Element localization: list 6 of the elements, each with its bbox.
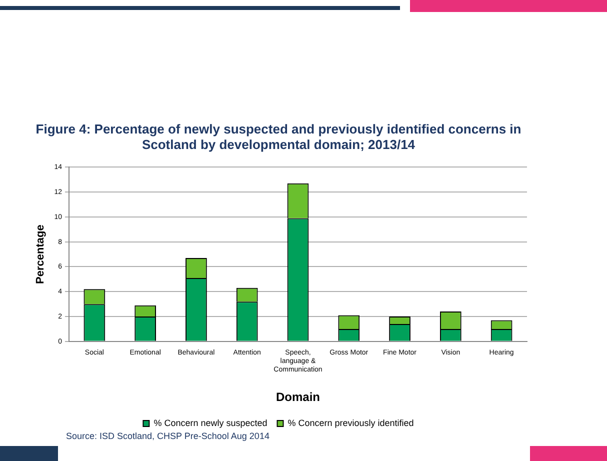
legend-label: % Concern previously identified (288, 418, 414, 428)
x-axis-title: Domain (276, 390, 320, 404)
source-note: Source: ISD Scotland, CHSP Pre-School Aug 2014 (66, 431, 270, 441)
legend-label: % Concern newly suspected (154, 418, 268, 428)
y-axis-title: Percentage (34, 224, 47, 284)
chart-title: Figure 4: Percentage of newly suspected and previously identified concerns in Scotland by developmental domain; 2013/14 (36, 121, 522, 152)
